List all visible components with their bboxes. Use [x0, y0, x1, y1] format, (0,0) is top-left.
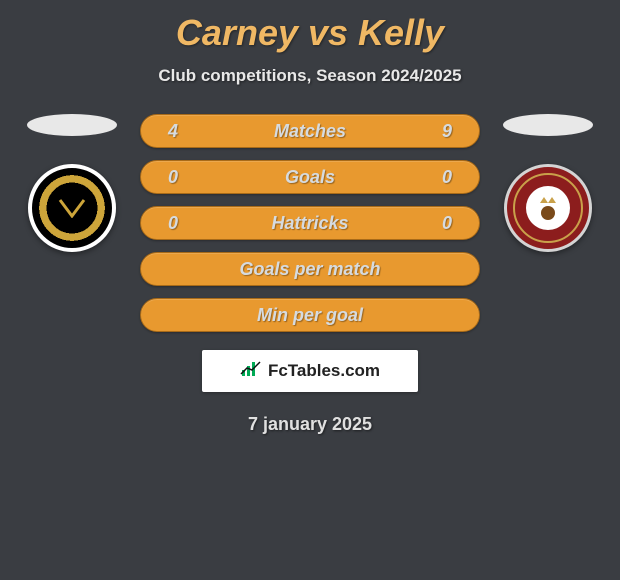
stat-left-value: 0: [163, 213, 183, 234]
subtitle: Club competitions, Season 2024/2025: [0, 66, 620, 86]
bar-chart-icon: [240, 360, 262, 383]
stat-left-value: 0: [163, 167, 183, 188]
right-column: [498, 114, 598, 252]
stat-right-value: 0: [437, 213, 457, 234]
shield-v-icon: [58, 198, 86, 218]
stat-right-value: 9: [437, 121, 457, 142]
stat-row-goals-per-match: Goals per match: [140, 252, 480, 286]
right-team-crest: [504, 164, 592, 252]
brand-box[interactable]: FcTables.com: [202, 350, 418, 392]
stat-right-value: 0: [437, 167, 457, 188]
left-player-oval: [27, 114, 117, 136]
stat-row-matches: 4 Matches 9: [140, 114, 480, 148]
stat-label: Goals per match: [183, 259, 437, 280]
date-line: 7 january 2025: [0, 414, 620, 435]
stat-row-goals: 0 Goals 0: [140, 160, 480, 194]
stat-row-hattricks: 0 Hattricks 0: [140, 206, 480, 240]
stat-label: Matches: [183, 121, 437, 142]
page-title: Carney vs Kelly: [0, 0, 620, 54]
stat-label: Min per goal: [183, 305, 437, 326]
left-column: [22, 114, 122, 252]
comparison-layout: 4 Matches 9 0 Goals 0 0 Hattricks 0 Goal…: [0, 114, 620, 332]
left-crest-inner: [51, 187, 93, 229]
left-team-crest: [28, 164, 116, 252]
stat-row-min-per-goal: Min per goal: [140, 298, 480, 332]
right-crest-ring: [513, 173, 583, 243]
stat-left-value: 4: [163, 121, 183, 142]
right-player-oval: [503, 114, 593, 136]
stat-label: Hattricks: [183, 213, 437, 234]
brand-text: FcTables.com: [268, 361, 380, 381]
stat-rows: 4 Matches 9 0 Goals 0 0 Hattricks 0 Goal…: [140, 114, 480, 332]
stat-label: Goals: [183, 167, 437, 188]
